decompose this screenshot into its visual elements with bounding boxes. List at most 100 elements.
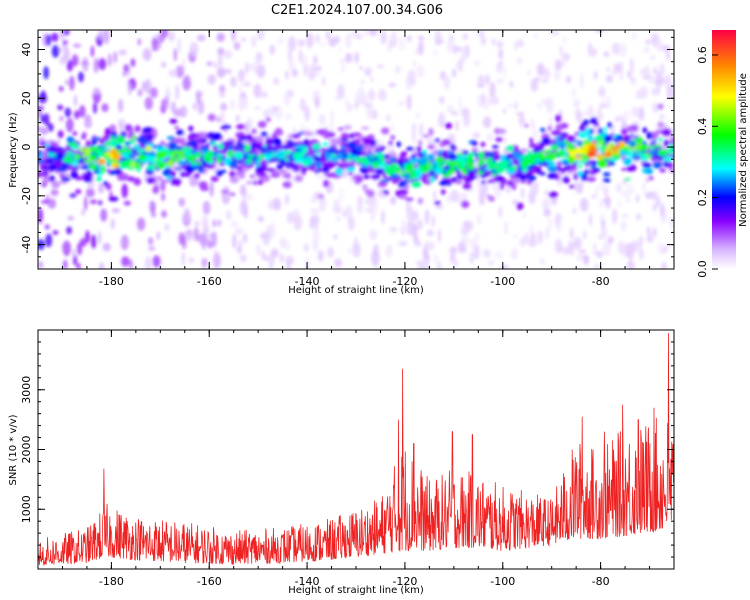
heatmap-cell [626, 165, 636, 172]
heatmap-cell [388, 151, 397, 160]
heatmap-cell [519, 162, 529, 168]
heatmap-cell [300, 168, 308, 172]
heatmap-cell [667, 148, 674, 155]
heatmap-cell [322, 167, 330, 173]
heatmap-cell [137, 88, 143, 97]
heatmap-cell [275, 105, 283, 120]
heatmap-cell [361, 184, 368, 190]
heatmap-cell [555, 140, 563, 146]
heatmap-cell [82, 56, 89, 72]
heatmap-cell [512, 157, 520, 166]
heatmap-cell [279, 159, 286, 166]
heatmap-cell [511, 248, 518, 260]
heatmap-cell [266, 150, 272, 155]
heatmap-cell [347, 247, 352, 254]
heatmap-cell [297, 39, 306, 47]
heatmap-cell [349, 148, 360, 156]
heatmap-cell [159, 151, 168, 158]
heatmap-cell [270, 153, 277, 158]
heatmap-cell [661, 128, 672, 137]
y-tick-label: 40 [20, 43, 33, 57]
heatmap-cell [597, 141, 604, 145]
heatmap-cell [627, 71, 632, 78]
heatmap-cell [72, 131, 78, 136]
heatmap-cell [196, 34, 206, 42]
heatmap-cell [173, 108, 183, 117]
heatmap-cell [212, 219, 217, 228]
heatmap-cell [355, 144, 364, 152]
heatmap-cell [175, 65, 185, 78]
heatmap-cell [426, 160, 431, 165]
heatmap-cell [657, 103, 664, 110]
heatmap-cell [60, 30, 64, 40]
heatmap-cell [45, 34, 51, 47]
heatmap-cell [554, 59, 562, 71]
heatmap-cell [303, 62, 307, 78]
heatmap-cell [177, 37, 182, 54]
heatmap-cell [588, 213, 593, 227]
heatmap-cell [435, 166, 442, 175]
heatmap-cell [562, 176, 570, 184]
heatmap-cell [234, 227, 244, 236]
heatmap-cell [426, 241, 435, 251]
heatmap-cell [60, 177, 71, 182]
heatmap-cell [602, 178, 611, 183]
heatmap-cell [205, 153, 214, 157]
heatmap-cell [98, 30, 104, 40]
heatmap-y-ticks: -40 -20 0 20 40 [20, 36, 674, 270]
heatmap-cell [176, 129, 185, 136]
x-tick-label: -80 [592, 575, 610, 588]
heatmap-cell [500, 160, 510, 167]
colorbar-gradient [712, 30, 736, 269]
heatmap-cell [217, 143, 224, 150]
heatmap-cell [457, 241, 466, 254]
heatmap-cell [218, 52, 223, 69]
heatmap-cell [662, 156, 673, 162]
heatmap-cell [602, 240, 612, 257]
heatmap-cell [185, 172, 191, 178]
colorbar-tick-label: 0.0 [696, 260, 709, 278]
heatmap-cell [640, 105, 644, 115]
heatmap-cell [498, 49, 504, 60]
heatmap-cell [202, 162, 212, 168]
heatmap-cell [257, 180, 264, 185]
heatmap-cell [389, 196, 397, 205]
heatmap-cell [166, 160, 174, 167]
heatmap-cell [579, 125, 586, 132]
heatmap-cell [528, 144, 538, 149]
heatmap-cell [617, 240, 624, 255]
colorbar-ticks: 0.0 0.2 0.4 0.6 [696, 46, 718, 278]
heatmap-cell [401, 219, 407, 229]
heatmap-cell [144, 96, 153, 110]
heatmap-cell [593, 263, 601, 269]
heatmap-cell [601, 219, 606, 229]
heatmap-cell [356, 87, 365, 103]
snr-x-axis-label: Height of straight line (km) [288, 585, 424, 596]
snr-y-ticks: 1000 2000 3000 [20, 329, 674, 570]
figure-title: C2E1.2024.107.00.34.G06 [271, 3, 443, 18]
heatmap-cell [38, 158, 44, 164]
heatmap-cell [233, 152, 243, 159]
heatmap-cell [404, 166, 411, 172]
heatmap-cell [83, 159, 93, 163]
heatmap-cell [519, 148, 529, 153]
heatmap-cell [586, 176, 597, 182]
x-tick-label: -100 [490, 275, 515, 288]
heatmap-cell [100, 208, 108, 222]
heatmap-cell [519, 237, 526, 247]
heatmap-cell [395, 166, 402, 174]
heatmap-cell [38, 106, 44, 111]
heatmap-cell [564, 165, 574, 169]
heatmap-cell [239, 200, 248, 216]
heatmap-cell [152, 186, 159, 194]
heatmap-cell [168, 141, 178, 149]
heatmap-cell [282, 174, 287, 178]
heatmap-cell [560, 55, 567, 67]
heatmap-cell [157, 145, 163, 149]
heatmap-cell [84, 118, 93, 129]
heatmap-cell [385, 170, 394, 176]
heatmap-cell [236, 124, 246, 130]
heatmap-cell [491, 172, 496, 177]
heatmap-cell [472, 132, 481, 139]
heatmap-cell [108, 196, 119, 202]
